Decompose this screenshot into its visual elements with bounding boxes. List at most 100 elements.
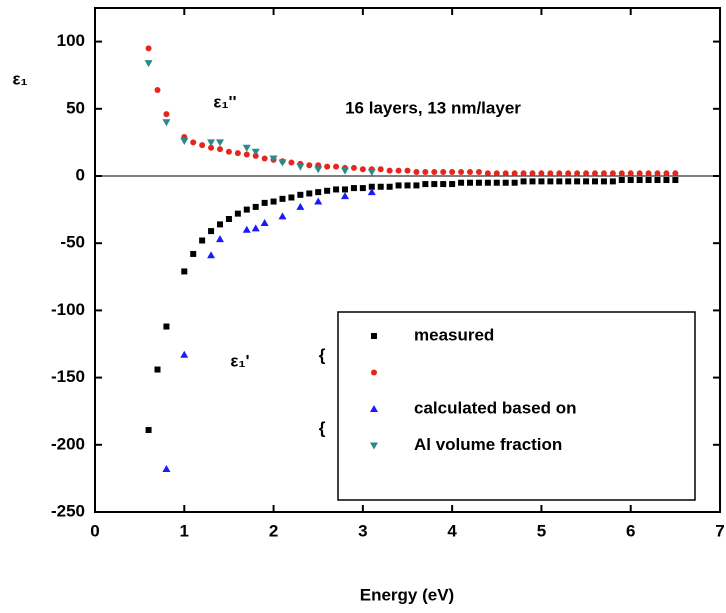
marker [493, 179, 500, 186]
y-axis-label: ε₁ [12, 69, 27, 88]
marker [583, 170, 590, 177]
marker [547, 170, 554, 177]
marker [368, 183, 375, 190]
marker [654, 170, 661, 177]
marker [475, 179, 482, 186]
marker [431, 181, 438, 188]
marker [242, 225, 251, 233]
marker [341, 167, 349, 175]
marker [377, 183, 384, 190]
marker [422, 181, 429, 188]
marker [431, 168, 438, 175]
marker [296, 163, 305, 171]
marker [243, 206, 250, 213]
marker [672, 177, 679, 184]
annotation: 16 layers, 13 nm/layer [345, 98, 521, 117]
annotation: ε₁' [230, 351, 249, 370]
marker [225, 216, 232, 223]
marker [359, 185, 366, 192]
marker [422, 168, 429, 175]
y-tick-label: -150 [51, 367, 85, 386]
marker [627, 177, 634, 184]
marker [583, 178, 590, 185]
marker [475, 168, 482, 175]
marker [359, 166, 366, 173]
marker [217, 146, 223, 153]
marker [288, 194, 295, 201]
marker [538, 178, 545, 185]
marker [208, 144, 215, 151]
marker [600, 170, 607, 177]
marker [333, 163, 340, 170]
marker [511, 179, 518, 186]
marker [529, 178, 536, 185]
marker [207, 139, 216, 147]
marker [269, 155, 278, 163]
marker [600, 178, 607, 185]
marker [181, 268, 188, 275]
marker [342, 186, 348, 193]
marker [367, 188, 376, 196]
marker [556, 178, 563, 185]
legend-marker [370, 442, 378, 450]
marker [440, 168, 447, 175]
marker [618, 177, 625, 184]
marker [386, 183, 393, 190]
marker [234, 210, 241, 217]
marker [395, 182, 402, 189]
x-tick-label: 6 [626, 521, 635, 540]
marker [190, 250, 197, 257]
marker [386, 167, 393, 174]
y-tick-label: -50 [60, 233, 85, 252]
marker [404, 167, 411, 174]
marker [484, 179, 491, 186]
marker [449, 181, 456, 188]
marker [288, 159, 295, 166]
marker [574, 170, 581, 177]
marker [672, 170, 679, 177]
marker [251, 148, 260, 156]
annotation: ε₁'' [213, 92, 236, 111]
legend-box [337, 311, 696, 501]
marker [654, 177, 661, 184]
marker [180, 350, 189, 358]
x-tick-label: 3 [358, 521, 367, 540]
marker [261, 199, 268, 206]
legend-marker [371, 369, 377, 376]
marker [270, 198, 277, 205]
brace: { [319, 345, 326, 364]
marker [163, 323, 170, 330]
marker [315, 189, 322, 196]
marker [207, 251, 216, 259]
marker [645, 177, 652, 184]
marker [314, 166, 323, 174]
marker [180, 138, 189, 146]
marker [663, 177, 670, 184]
marker [225, 148, 232, 155]
marker [484, 170, 491, 177]
marker [350, 185, 357, 192]
marker [324, 163, 331, 170]
marker [278, 212, 287, 220]
marker [144, 60, 153, 68]
marker [609, 170, 616, 177]
marker [314, 197, 323, 205]
marker [260, 219, 269, 227]
x-tick-label: 0 [90, 521, 99, 540]
marker [341, 192, 349, 200]
marker [306, 190, 313, 197]
marker [592, 170, 598, 177]
y-tick-label: 0 [76, 165, 85, 184]
marker [467, 168, 473, 175]
x-tick-label: 7 [715, 521, 724, 540]
x-tick-label: 2 [269, 521, 278, 540]
marker [199, 237, 206, 244]
marker [208, 228, 215, 235]
marker [252, 152, 259, 159]
marker [333, 186, 340, 193]
marker [502, 179, 509, 186]
y-tick-label: -200 [51, 434, 85, 453]
marker [395, 167, 402, 174]
marker [565, 178, 572, 185]
